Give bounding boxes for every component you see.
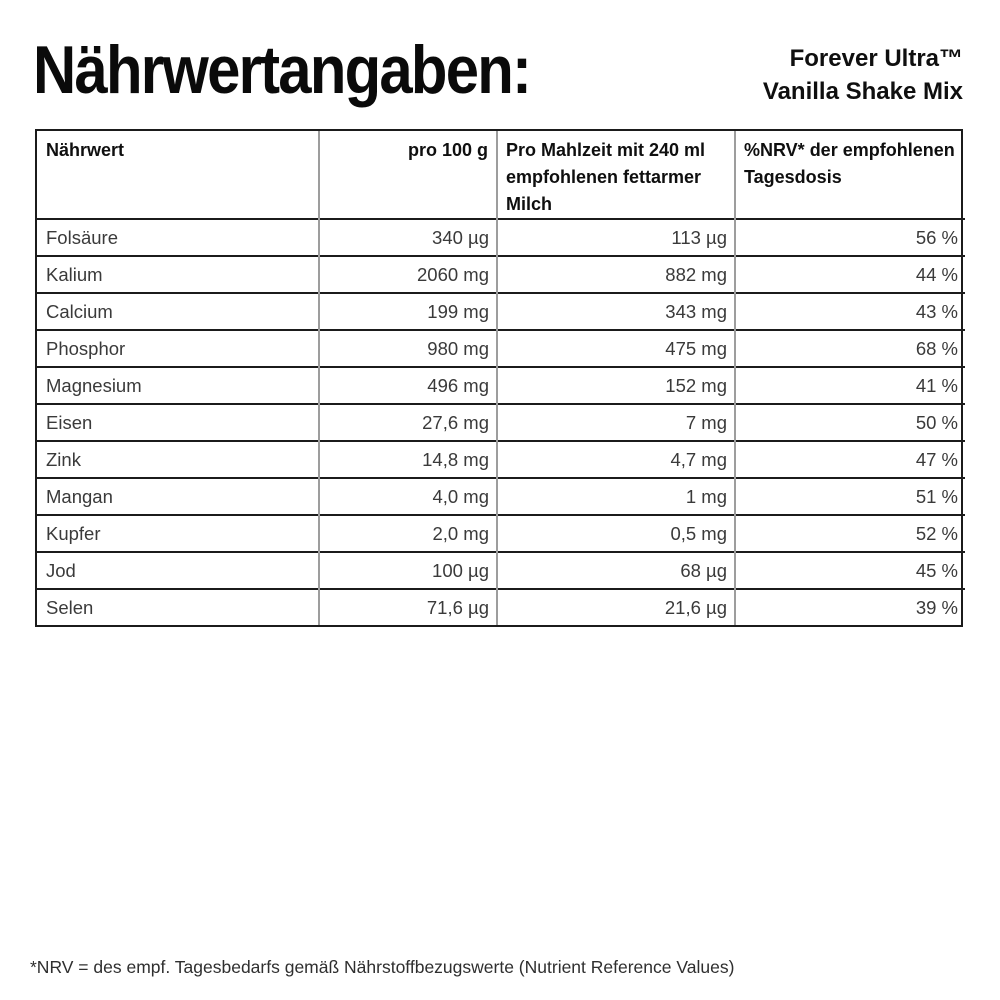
value-per-serving: 475 mg — [496, 329, 735, 367]
brand-line-2: Vanilla Shake Mix — [762, 78, 963, 105]
value-per-100g: 980 mg — [318, 329, 497, 367]
value-per-serving: 4,7 mg — [496, 440, 735, 478]
brand-line-1: Forever Ultra™ — [789, 45, 963, 72]
nutrient-name: Mangan — [37, 477, 319, 515]
nutrient-name: Phosphor — [37, 329, 319, 367]
nutrient-name: Jod — [37, 551, 319, 589]
table-row: Eisen 27,6 mg 7 mg 50 % — [37, 403, 965, 441]
value-nrv-percent: 45 % — [734, 551, 965, 589]
value-nrv-percent: 43 % — [734, 292, 965, 330]
value-per-serving: 343 mg — [496, 292, 735, 330]
value-per-serving: 152 mg — [496, 366, 735, 404]
table-row: Calcium 199 mg 343 mg 43 % — [37, 292, 965, 330]
table-row: Phosphor 980 mg 475 mg 68 % — [37, 329, 965, 367]
nutrition-table: Nährwert pro 100 g Pro Mahlzeit mit 240 … — [37, 131, 965, 625]
nrv-footnote: *NRV = des empf. Tagesbedarfs gemäß Nähr… — [30, 957, 735, 977]
table-row: Jod 100 µg 68 µg 45 % — [37, 551, 965, 589]
table-row: Selen 71,6 µg 21,6 µg 39 % — [37, 588, 965, 625]
value-nrv-percent: 44 % — [734, 255, 965, 293]
table-row: Kalium 2060 mg 882 mg 44 % — [37, 255, 965, 293]
column-header-per-serving: Pro Mahlzeit mit 240 ml empfohlenen fett… — [496, 131, 735, 219]
nutrient-name: Kalium — [37, 255, 319, 293]
page-title: Nährwertangaben: — [33, 32, 532, 108]
value-nrv-percent: 41 % — [734, 366, 965, 404]
brand-name: Forever Ultra™ Vanilla Shake Mix — [763, 42, 963, 108]
value-nrv-percent: 50 % — [734, 403, 965, 441]
value-nrv-percent: 68 % — [734, 329, 965, 367]
nutrient-name: Magnesium — [37, 366, 319, 404]
column-header-nrv: %NRV* der empfohlenen Tagesdosis — [734, 131, 965, 219]
nutrient-name: Zink — [37, 440, 319, 478]
nutrition-table-border: Nährwert pro 100 g Pro Mahlzeit mit 240 … — [35, 129, 965, 627]
table-header-row: Nährwert pro 100 g Pro Mahlzeit mit 240 … — [37, 131, 965, 219]
nutrient-name: Selen — [37, 588, 319, 625]
value-nrv-percent: 51 % — [734, 477, 965, 515]
value-per-serving: 113 µg — [496, 218, 735, 256]
value-nrv-percent: 47 % — [734, 440, 965, 478]
table-row: Magnesium 496 mg 152 mg 41 % — [37, 366, 965, 404]
value-per-100g: 496 mg — [318, 366, 497, 404]
value-per-serving: 21,6 µg — [496, 588, 735, 625]
value-nrv-percent: 39 % — [734, 588, 965, 625]
value-per-serving: 882 mg — [496, 255, 735, 293]
table-row: Folsäure 340 µg 113 µg 56 % — [37, 218, 965, 256]
value-per-100g: 2060 mg — [318, 255, 497, 293]
value-per-serving: 1 mg — [496, 477, 735, 515]
value-per-serving: 7 mg — [496, 403, 735, 441]
nutrient-name: Kupfer — [37, 514, 319, 552]
nutrient-name: Folsäure — [37, 218, 319, 256]
value-nrv-percent: 52 % — [734, 514, 965, 552]
value-per-serving: 68 µg — [496, 551, 735, 589]
value-per-100g: 199 mg — [318, 292, 497, 330]
value-per-100g: 71,6 µg — [318, 588, 497, 625]
table-row: Zink 14,8 mg 4,7 mg 47 % — [37, 440, 965, 478]
nutrient-name: Calcium — [37, 292, 319, 330]
nutrient-name: Eisen — [37, 403, 319, 441]
value-nrv-percent: 56 % — [734, 218, 965, 256]
value-per-serving: 0,5 mg — [496, 514, 735, 552]
table-row: Mangan 4,0 mg 1 mg 51 % — [37, 477, 965, 515]
value-per-100g: 2,0 mg — [318, 514, 497, 552]
value-per-100g: 100 µg — [318, 551, 497, 589]
column-header-per-100g: pro 100 g — [318, 131, 497, 219]
column-header-nutrient: Nährwert — [46, 140, 125, 160]
value-per-100g: 4,0 mg — [318, 477, 497, 515]
value-per-100g: 340 µg — [318, 218, 497, 256]
table-row: Kupfer 2,0 mg 0,5 mg 52 % — [37, 514, 965, 552]
value-per-100g: 14,8 mg — [318, 440, 497, 478]
value-per-100g: 27,6 mg — [318, 403, 497, 441]
